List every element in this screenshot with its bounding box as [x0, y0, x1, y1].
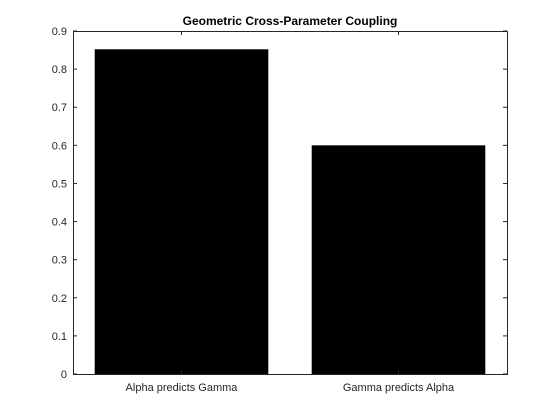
- bars: [94, 49, 486, 374]
- y-tick-label: 0.7: [52, 102, 67, 114]
- chart-title: Geometric Cross-Parameter Coupling: [183, 14, 398, 28]
- y-tick-label: 0.2: [52, 293, 67, 305]
- y-tick-label: 0.3: [52, 255, 67, 267]
- y-tick-label: 0.8: [52, 64, 67, 76]
- bar: [311, 145, 486, 374]
- y-tick-label: 0: [61, 369, 67, 381]
- y-tick-label: 0.5: [52, 178, 67, 190]
- bar: [94, 49, 269, 374]
- x-tick-label: Gamma predicts Alpha: [343, 382, 455, 394]
- axes-box: [73, 31, 508, 375]
- y-tick-label: 0.4: [52, 217, 67, 229]
- x-tick-label: Alpha predicts Gamma: [126, 382, 239, 394]
- y-tick-label: 0.6: [52, 140, 67, 152]
- y-tick-label: 0.1: [52, 331, 67, 343]
- y-tick-label: 0.9: [52, 26, 67, 38]
- axes: Alpha predicts Gamma Gamma predicts Alpha…: [52, 26, 508, 394]
